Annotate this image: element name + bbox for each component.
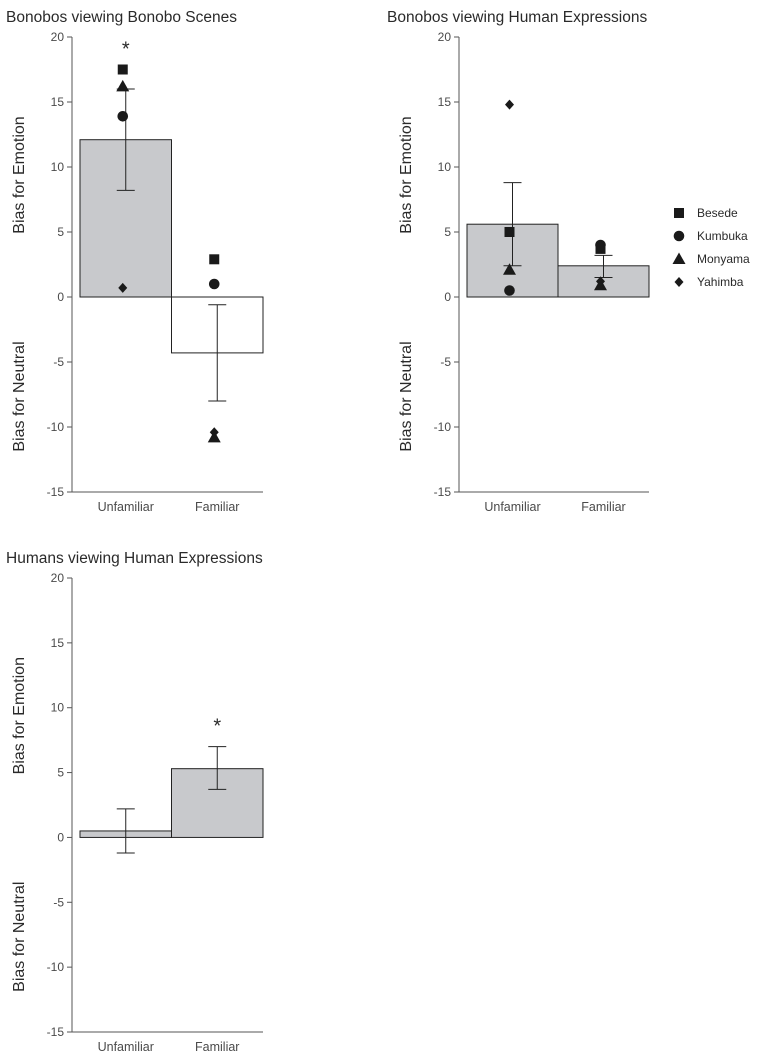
data-point [117,111,129,122]
y-tick-label: 20 [51,30,65,44]
chart-panel: Bonobos viewing Human Expressions 20 15 10 5… [387,9,650,514]
legend-label: Monyama [697,252,750,266]
data-point [596,276,605,287]
legend-marker [674,208,684,218]
y-axis-label-emotion: Bias for Emotion [11,116,28,233]
x-tick-label: Unfamiliar [98,1040,154,1052]
data-point [118,282,128,293]
y-tick-label: 10 [438,160,452,174]
y-tick-label: 0 [444,290,451,304]
legend-marker [672,252,686,264]
y-tick-label: -15 [47,485,65,499]
y-tick-label: 20 [51,571,65,585]
y-tick-label: 15 [438,95,452,109]
y-axis-label-neutral: Bias for Neutral [11,341,28,451]
y-tick-label: -10 [434,420,452,434]
y-tick-label: 10 [51,701,65,715]
data-point [209,254,220,265]
y-tick-label: -5 [53,895,64,909]
x-tick-label: Unfamiliar [98,500,154,514]
y-axis-label-emotion: Bias for Emotion [398,116,415,233]
y-tick-label: 15 [51,636,65,650]
data-point [117,64,128,75]
data-point [208,278,220,290]
data-point [503,263,516,275]
chart-title: Bonobos viewing Human Expressions [387,9,647,26]
legend-marker [674,277,684,287]
y-tick-label: -15 [47,1025,65,1039]
y-tick-label: 0 [57,290,64,304]
data-point [595,239,606,251]
y-tick-label: -5 [53,355,64,369]
x-tick-label: Familiar [195,1040,239,1052]
y-tick-label: 5 [57,766,64,780]
chart-title: Bonobos viewing Bonobo Scenes [6,9,237,26]
y-axis-label-neutral: Bias for Neutral [11,882,28,992]
significance-marker: * [122,39,130,61]
y-tick-label: 5 [57,225,64,239]
data-point [504,285,515,296]
legend-label: Besede [697,206,738,220]
y-tick-label: 5 [444,225,451,239]
y-tick-label: 15 [51,95,65,109]
chart-title: Humans viewing Human Expressions [6,550,263,567]
legend-label: Yahimba [697,275,744,289]
data-point [116,79,130,92]
y-tick-label: 10 [51,160,65,174]
legend-label: Kumbuka [697,229,748,243]
y-axis-label-neutral: Bias for Neutral [398,341,415,451]
legend: Besede Kumbuka Monyama Yahimba [672,206,750,289]
data-point [209,427,219,438]
y-tick-label: -10 [47,960,65,974]
data-point [504,227,515,237]
y-axis-label-emotion: Bias for Emotion [11,657,28,774]
chart-panel: Bonobos viewing Bonobo Scenes 20 15 10 5 0 -5 -… [6,9,264,514]
legend-marker [673,230,685,242]
x-tick-label: Familiar [195,500,239,514]
x-tick-label: Familiar [581,500,625,514]
x-tick-label: Unfamiliar [484,500,540,514]
data-point [505,99,514,110]
chart-panel: Humans viewing Human Expressions 20 15 10 5 0… [6,550,264,1052]
y-tick-label: 0 [57,830,64,844]
chart-panels: Bonobos viewing Bonobo Scenes 20 15 10 5 0 -5 -… [6,9,650,1052]
y-tick-label: -10 [47,420,65,434]
y-tick-label: 20 [438,30,452,44]
significance-marker: * [213,716,221,738]
y-tick-label: -15 [434,485,452,499]
y-tick-label: -5 [440,355,451,369]
